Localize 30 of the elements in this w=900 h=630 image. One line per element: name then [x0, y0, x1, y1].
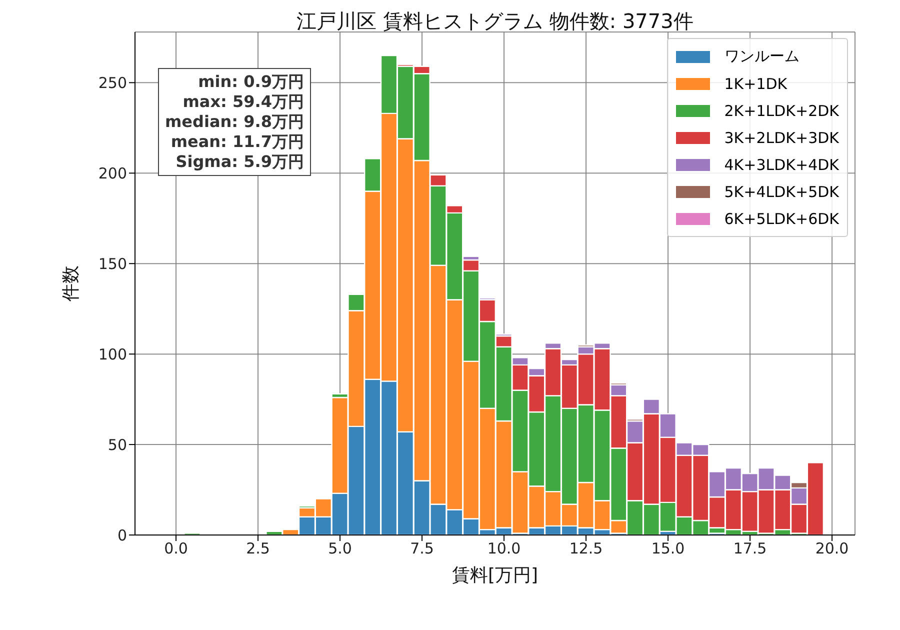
- x-tick-label: 20.0: [815, 540, 849, 558]
- x-tick-label: 10.0: [487, 540, 521, 558]
- y-tick-label: 150: [98, 254, 127, 273]
- legend-label: 3K+2LDK+3DK: [724, 128, 839, 146]
- y-tick-label: 50: [108, 436, 127, 454]
- x-tick-label: 0.0: [164, 540, 188, 558]
- annotation: median: 9.8万円: [165, 112, 304, 132]
- annotation: min: 0.9万円: [197, 72, 304, 92]
- legend-label: 1K+1DK: [724, 74, 788, 92]
- legend-label: 2K+1LDK+2DK: [724, 102, 839, 120]
- x-tick-label: 12.5: [569, 540, 603, 558]
- x-tick-label: 2.5: [246, 540, 270, 558]
- chart-title: 江戸川区 賃料ヒストグラム 物件数: 3773件: [296, 8, 694, 35]
- y-tick-label: 250: [98, 74, 127, 92]
- x-tick-label: 5.0: [328, 540, 352, 558]
- legend-label: 6K+5LDK+6DK: [724, 210, 839, 228]
- annotation: Sigma: 5.9万円: [174, 152, 304, 172]
- y-tick-label: 200: [98, 164, 127, 182]
- legend-label: 4K+3LDK+4DK: [724, 156, 839, 174]
- x-tick-label: 7.5: [410, 540, 434, 558]
- legend-label: ワンルーム: [724, 47, 800, 66]
- x-tick-label: 17.5: [733, 540, 767, 558]
- legend-label: 5K+4LDK+5DK: [724, 182, 839, 200]
- y-tick-label: 0: [117, 526, 127, 544]
- x-tick-label: 15.0: [651, 540, 685, 558]
- x-axis-title: 賃料[万円]: [452, 565, 538, 586]
- annotation: max: 59.4万円: [182, 92, 304, 112]
- annotation: mean: 11.7万円: [170, 132, 304, 152]
- y-tick-label: 100: [98, 345, 127, 364]
- y-axis-title: 件数: [60, 266, 82, 302]
